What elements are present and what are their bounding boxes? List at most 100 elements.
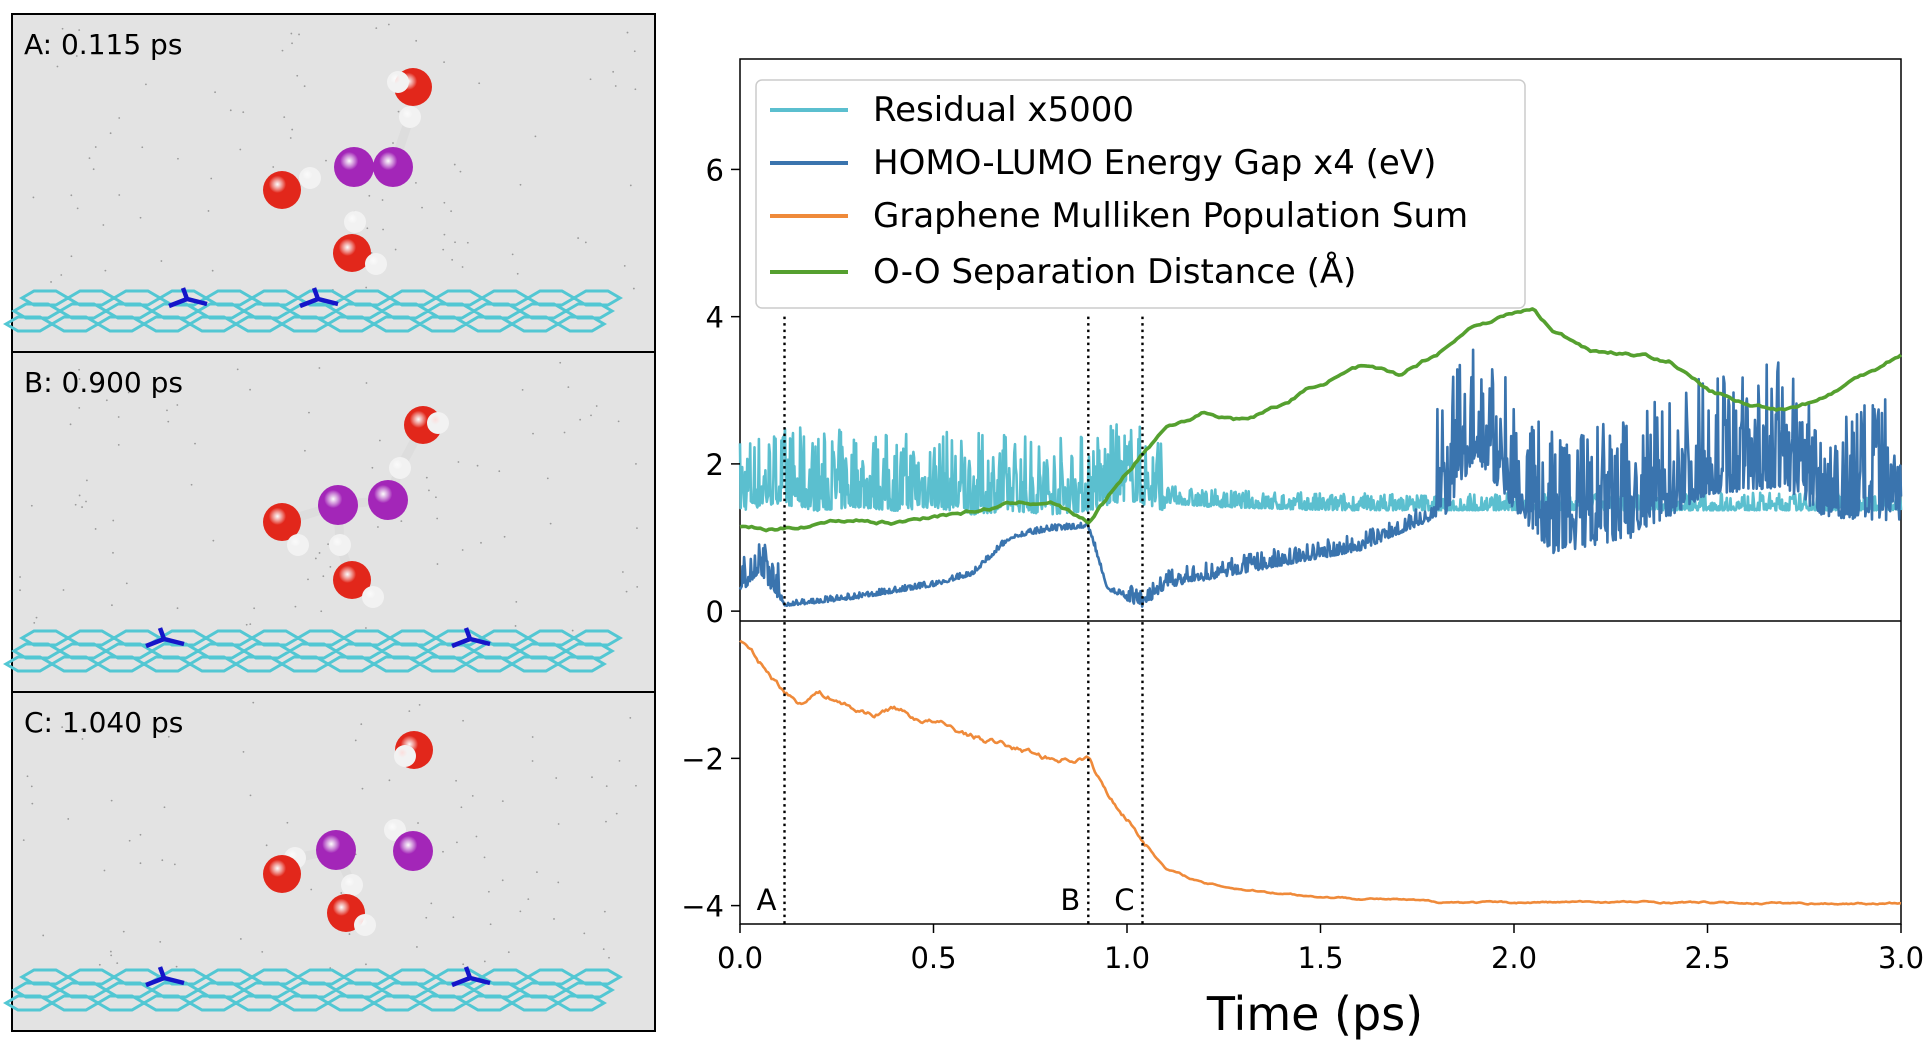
x-axis-label: Time (ps) xyxy=(1206,987,1423,1041)
background-dot xyxy=(483,856,486,859)
background-dot xyxy=(553,918,555,920)
background-dot xyxy=(78,368,80,371)
series-line-mulliken xyxy=(739,639,1902,906)
y-ticks: −4 −2 0 2 4 6 xyxy=(681,153,740,924)
background-dot xyxy=(92,168,95,171)
background-dot xyxy=(26,775,29,778)
x-tick-label: 0.5 xyxy=(910,941,956,975)
background-dot xyxy=(436,517,439,520)
background-dot xyxy=(498,470,501,473)
graphene-sheet xyxy=(3,968,623,1012)
background-dot xyxy=(546,477,549,480)
graphene-row xyxy=(11,642,615,660)
background-dot xyxy=(511,253,514,256)
legend-label-gap: HOMO-LUMO Energy Gap x4 (eV) xyxy=(873,143,1436,183)
background-dot xyxy=(466,241,469,244)
background-dot xyxy=(105,399,108,402)
background-dot xyxy=(615,812,618,815)
background-dot xyxy=(177,157,179,160)
background-dot xyxy=(116,962,119,965)
background-dot xyxy=(145,83,147,86)
background-dot xyxy=(110,799,113,802)
background-dot xyxy=(457,461,460,463)
background-dot xyxy=(61,726,64,729)
background-dot xyxy=(322,575,325,578)
background-dot xyxy=(242,111,245,114)
background-dot xyxy=(476,464,479,467)
x-tick-label: 1.5 xyxy=(1297,941,1343,975)
snapshot-panel: B: 0.900 ps xyxy=(3,351,656,693)
hydrogen-atom xyxy=(399,106,421,128)
background-dot xyxy=(595,405,598,407)
background-dot xyxy=(557,881,560,884)
hydrogen-atom xyxy=(287,534,309,556)
background-dot xyxy=(78,494,81,497)
background-dot xyxy=(69,423,72,426)
background-dot xyxy=(443,201,446,204)
background-dot xyxy=(67,818,70,820)
background-dot xyxy=(453,163,456,166)
background-dot xyxy=(370,251,373,254)
background-dot xyxy=(290,32,293,35)
background-dot xyxy=(139,833,142,836)
background-dot xyxy=(286,821,289,824)
event-marker-label: C xyxy=(1114,883,1134,917)
nitrogen-dopant xyxy=(451,627,491,649)
background-dot xyxy=(471,794,474,797)
background-dot xyxy=(532,432,534,435)
background-dot xyxy=(365,382,368,384)
background-dot xyxy=(310,888,313,891)
background-dot xyxy=(557,823,560,825)
graphene-row xyxy=(11,981,615,999)
background-dot xyxy=(176,404,179,406)
iodine-atom xyxy=(318,485,358,525)
background-dot xyxy=(636,585,639,588)
background-dot xyxy=(559,361,562,364)
background-dot xyxy=(567,386,570,389)
y-tick-label: 0 xyxy=(706,595,724,629)
background-dot xyxy=(211,269,214,272)
background-dot xyxy=(19,576,21,578)
oxygen-atom xyxy=(263,855,301,893)
background-dot xyxy=(633,50,636,53)
background-dot xyxy=(348,933,351,935)
background-dot xyxy=(253,607,256,610)
background-dot xyxy=(104,269,107,272)
y-tick-label: −4 xyxy=(681,890,724,924)
snapshot-time-label: B: 0.900 ps xyxy=(24,366,183,399)
series-line-oo xyxy=(739,307,1903,533)
background-dot xyxy=(289,137,292,139)
background-dot xyxy=(19,589,21,592)
background-dot xyxy=(629,184,632,187)
background-dot xyxy=(430,902,433,905)
background-dot xyxy=(555,777,558,779)
background-dot xyxy=(249,388,251,391)
oxygen-atom xyxy=(333,561,371,599)
background-dot xyxy=(102,224,105,226)
background-dot xyxy=(61,27,64,30)
background-dot xyxy=(503,535,506,538)
background-dot xyxy=(377,526,379,528)
background-dot xyxy=(534,135,537,138)
background-dot xyxy=(117,416,120,418)
background-dot xyxy=(78,407,81,409)
background-dot xyxy=(460,806,463,809)
background-dot xyxy=(459,170,462,173)
snapshot-panels: A: 0.115 ps B: 0.900 ps C: 1.040 ps xyxy=(3,13,656,1032)
hydrogen-atom xyxy=(427,412,449,434)
hydrogen-atom xyxy=(394,745,416,767)
background-dot xyxy=(381,199,384,201)
background-dot xyxy=(139,862,142,865)
background-dot xyxy=(190,483,193,486)
hydrogen-atom xyxy=(299,167,321,189)
iodine-atom xyxy=(393,831,433,871)
background-dot xyxy=(454,241,456,244)
background-dot xyxy=(489,923,492,926)
hydrogen-atom xyxy=(389,457,411,479)
background-dot xyxy=(175,965,178,968)
series-line-residual xyxy=(738,423,1903,516)
x-tick-label: 2.5 xyxy=(1684,941,1730,975)
background-dot xyxy=(207,210,210,212)
hydrogen-atom xyxy=(344,211,366,233)
snapshot-time-label: A: 0.115 ps xyxy=(24,28,182,61)
